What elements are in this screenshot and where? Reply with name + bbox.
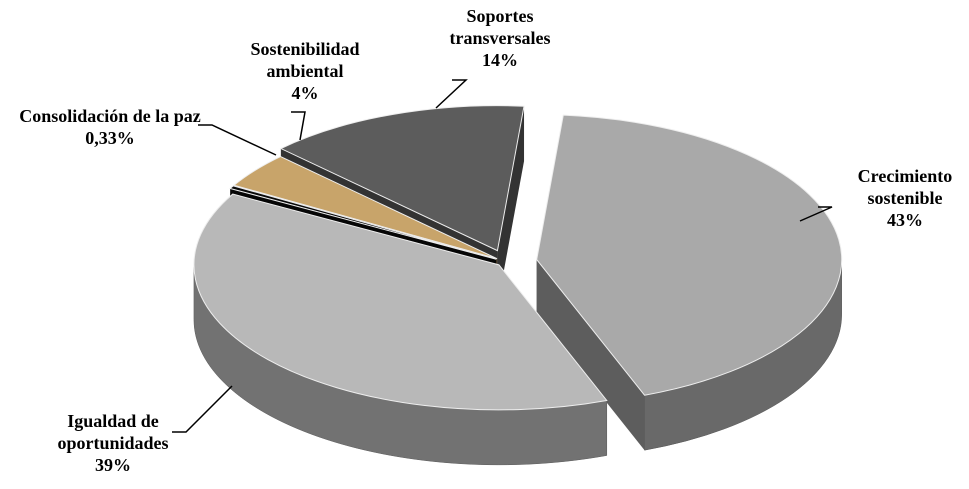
slice-top	[193, 193, 608, 411]
label-category: Sostenibilidad ambiental	[250, 39, 360, 81]
slice-top	[279, 105, 525, 252]
label-value: 39%	[95, 455, 131, 475]
label-value: 14%	[482, 50, 518, 70]
slice	[193, 193, 608, 466]
slice	[536, 114, 843, 451]
label-category: Consolidación de la paz	[19, 106, 201, 126]
leader-line	[291, 111, 306, 141]
slice-top	[536, 114, 843, 396]
slice-side	[497, 106, 525, 306]
label-value: 43%	[887, 210, 923, 230]
data-label: Sostenibilidad ambiental 4%	[235, 38, 375, 104]
label-value: 0,33%	[85, 128, 135, 148]
label-category: Igualdad de oportunidades	[57, 411, 169, 453]
slice-top	[229, 185, 497, 260]
data-label: Crecimiento sostenible 43%	[840, 165, 969, 231]
label-value: 4%	[291, 83, 319, 103]
leader-line	[198, 124, 277, 156]
data-label: Consolidación de la paz 0,33%	[5, 105, 215, 149]
leader-line	[172, 385, 233, 433]
leader-line	[799, 206, 833, 222]
data-label: Soportes transversales 14%	[435, 5, 565, 71]
label-category: Soportes transversales	[449, 6, 551, 48]
slice-top	[232, 155, 498, 260]
slice-side	[536, 259, 645, 451]
leader-line	[435, 79, 468, 109]
label-category: Crecimiento sostenible	[857, 166, 953, 208]
data-label: Igualdad de oportunidades 39%	[28, 410, 198, 476]
